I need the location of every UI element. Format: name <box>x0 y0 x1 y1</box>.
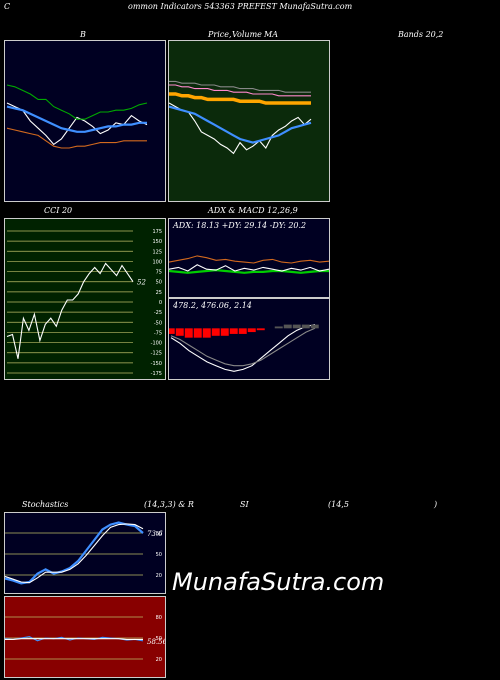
tick-label: -125 <box>151 351 162 357</box>
header-text: ommon Indicators 543363 PREFEST MunafaSu… <box>128 2 353 11</box>
title-bands: Bands 20,2 <box>398 30 444 39</box>
histogram-bar <box>220 328 229 336</box>
last-value-label: 73.6 <box>147 530 163 538</box>
tick-label: 80 <box>156 531 162 537</box>
rsi-chart: 80 50 20 58.56 <box>5 615 165 663</box>
watermark: MunafaSutra.com <box>172 568 385 596</box>
series-macd <box>170 324 316 372</box>
title-b: B <box>80 30 86 39</box>
title-stoch: Stochastics <box>22 500 69 509</box>
tick-label: 75 <box>156 270 162 276</box>
tick-label: 20 <box>156 657 162 663</box>
series-middle <box>6 105 147 133</box>
histogram-bar <box>247 328 256 333</box>
series-cci <box>6 262 134 359</box>
tick-label: 20 <box>156 573 162 579</box>
last-value-label: 58.56 <box>147 638 165 646</box>
rsi-panel: 80 50 20 58.56 <box>4 596 166 678</box>
series--dy <box>169 264 329 272</box>
histogram-bar <box>292 324 301 329</box>
histogram-bar <box>202 328 211 338</box>
price-ma-panel <box>168 40 330 202</box>
series-ma_200 <box>169 80 311 93</box>
tick-label: -25 <box>154 310 162 316</box>
title-si: SI <box>240 500 249 509</box>
tick-label: -100 <box>151 341 162 347</box>
title-volume: Volume <box>232 30 262 39</box>
tick-label: -175 <box>151 371 162 377</box>
adx-chart <box>169 255 329 274</box>
cci-panel: 175 150 125 100 75 50 25 0 -25 -50 -75 -100 -125 -150… <box>4 218 166 380</box>
macd-panel: 478.2, 476.06, 2.14 <box>168 298 330 380</box>
series-signal <box>170 327 316 367</box>
series-adx <box>169 268 329 274</box>
histogram-bar <box>301 324 310 329</box>
title-rsi-params: (14,5 <box>328 500 349 509</box>
histogram-bar <box>310 324 319 329</box>
title-c: C <box>4 2 11 11</box>
tick-label: 80 <box>156 615 162 621</box>
adx-readout: ADX: 18.13 +DY: 29.14 -DY: 20.2 <box>173 221 307 230</box>
histogram-bar <box>256 328 265 331</box>
bollinger-chart <box>6 84 148 149</box>
macd-readout: 478.2, 476.06, 2.14 <box>173 301 252 310</box>
tick-label: 25 <box>156 290 162 296</box>
title-stoch-params: (14,3,3) & R <box>144 500 194 509</box>
series-price <box>169 102 312 155</box>
series-ma_long <box>169 84 311 97</box>
tick-label: 0 <box>159 300 162 306</box>
tick-label: 100 <box>152 259 162 265</box>
tick-label: -150 <box>151 361 162 367</box>
tick-label: 50 <box>156 636 162 642</box>
tick-label: 125 <box>152 249 162 255</box>
macd-chart <box>169 324 319 372</box>
histogram-bar <box>175 328 184 336</box>
histogram-bar <box>238 328 247 334</box>
tick-label: 175 <box>152 229 162 235</box>
series-d <box>5 523 144 584</box>
bollinger-panel <box>4 40 166 202</box>
tick-label: -75 <box>154 330 162 336</box>
title-price: Price, <box>208 30 232 39</box>
histogram-bar <box>184 328 193 338</box>
series-k <box>5 521 144 585</box>
histogram-bar <box>169 328 175 334</box>
series-+dy <box>169 255 329 264</box>
series-ma_mid <box>169 92 311 105</box>
stochastics-chart: 80 50 20 73.6 <box>5 521 163 585</box>
price-ma-chart <box>169 80 312 155</box>
title-ma: MA <box>264 30 278 39</box>
title-adx-macd: ADX & MACD 12,26,9 <box>208 206 298 215</box>
histogram-bar <box>193 328 202 338</box>
series-lower <box>6 127 147 149</box>
histogram-bar <box>274 326 283 329</box>
adx-panel: ADX: 18.13 +DY: 29.14 -DY: 20.2 <box>168 218 330 298</box>
tick-label: 150 <box>152 239 162 245</box>
series-ma_short <box>169 105 312 144</box>
title-cci: CCI 20 <box>44 206 73 215</box>
last-value-label: 52 <box>137 279 146 287</box>
stochastics-panel: 80 50 20 73.6 <box>4 512 166 594</box>
histogram-bar <box>283 324 292 329</box>
tick-label: -50 <box>154 320 162 326</box>
tick-label: 50 <box>156 552 162 558</box>
tick-label: 50 <box>156 280 162 286</box>
series-upper <box>6 84 148 120</box>
cci-chart: 175 150 125 100 75 50 25 0 -25 -50 -75 -100 -125 -150… <box>6 229 162 377</box>
histogram-bar <box>211 328 220 336</box>
histogram-bar <box>229 328 238 334</box>
title-rsi-close: ) <box>434 500 438 509</box>
series-rsi_ma <box>5 638 143 640</box>
